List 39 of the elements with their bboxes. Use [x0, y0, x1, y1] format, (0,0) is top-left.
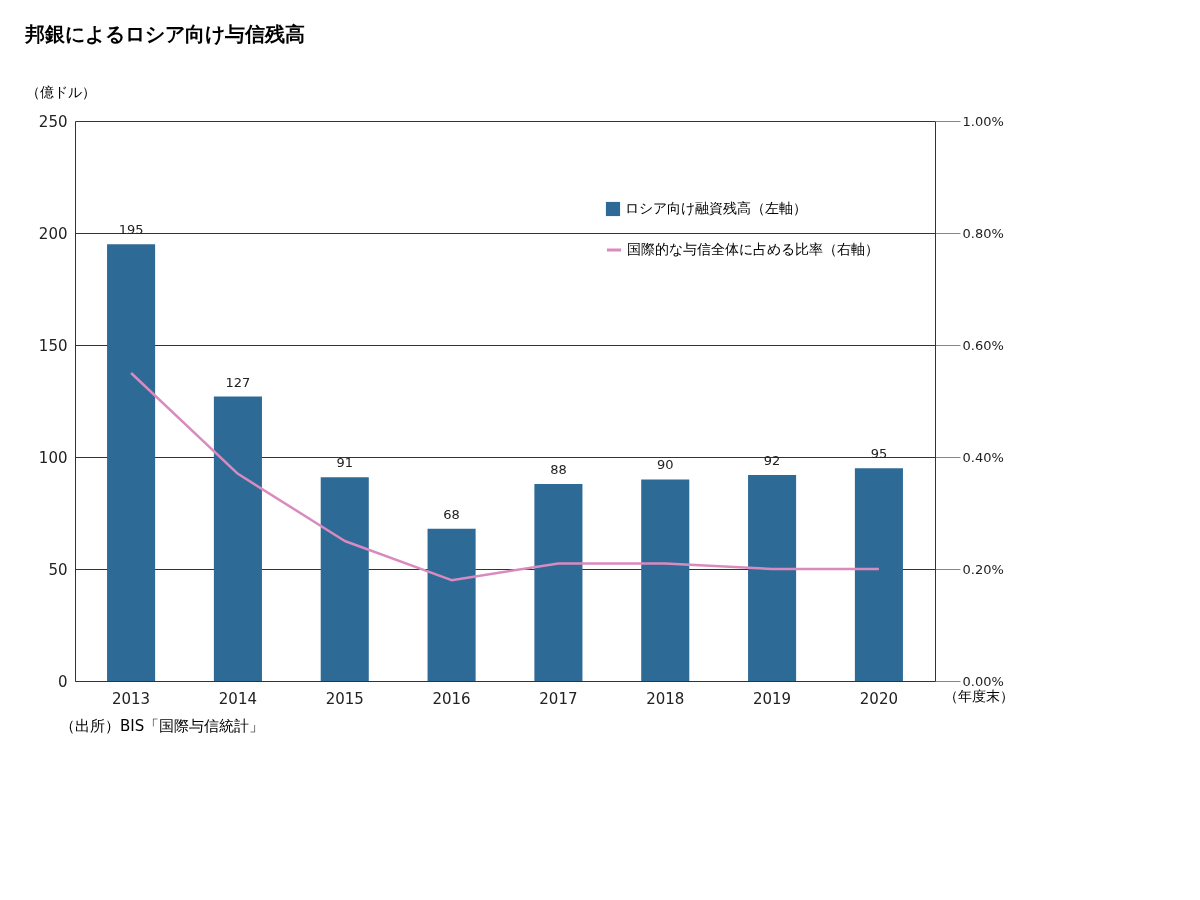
legend-label: ロシア向け融資残高（左軸） — [625, 200, 807, 216]
x-tick-label: 2019 — [752, 689, 792, 708]
x-tick-label: 2013 — [111, 689, 151, 708]
x-tick-label: 2020 — [859, 689, 899, 708]
y-tick-label: 150 — [38, 336, 68, 355]
data-label: 88 — [550, 461, 567, 477]
data-label: 91 — [336, 455, 354, 471]
bar — [320, 477, 369, 681]
bar — [427, 528, 476, 681]
bar — [748, 474, 797, 681]
data-label: 68 — [443, 506, 460, 522]
y-tick-label: 50 — [48, 560, 68, 579]
text: （出所）BIS「国際与信統計」 — [60, 717, 266, 736]
y-axis-title: （億ドル） — [25, 83, 96, 100]
data-label: 90 — [656, 457, 674, 473]
bar — [854, 468, 903, 681]
y-tick-label: 100 — [38, 448, 68, 467]
y2-tick-label: 0.80% — [962, 225, 1004, 241]
y-tick-label: 200 — [38, 224, 68, 243]
x-tick-label: 2016 — [432, 689, 471, 708]
bar — [213, 396, 262, 681]
bar — [534, 483, 583, 681]
y-tick-label: 250 — [38, 112, 68, 131]
x-axis-title: （年度末） — [943, 687, 1014, 704]
y2-tick-label: 0.20% — [962, 561, 1004, 577]
bar — [107, 244, 156, 681]
y2-tick-label: 0.40% — [962, 449, 1004, 465]
y2-tick-label: 0.00% — [962, 673, 1004, 689]
x-tick-label: 2014 — [218, 689, 258, 708]
chart-title: 邦銀によるロシア向け与信残高 — [24, 22, 305, 46]
y2-tick-label: 1.00% — [962, 113, 1004, 129]
x-tick-label: 2018 — [646, 689, 685, 708]
y-tick-label: 0 — [57, 672, 68, 691]
legend-label: 国際的な与信全体に占める比率（右軸） — [627, 241, 879, 257]
y2-tick-label: 0.60% — [962, 337, 1004, 353]
x-tick-label: 2017 — [539, 689, 578, 708]
bar — [641, 479, 690, 681]
x-tick-label: 2015 — [325, 689, 364, 708]
data-label: 127 — [225, 374, 251, 390]
